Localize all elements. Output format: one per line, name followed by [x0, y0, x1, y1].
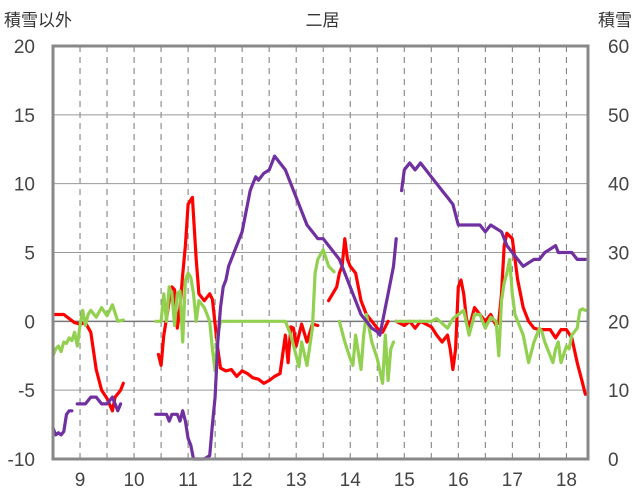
x-tick-label: 12 [232, 470, 253, 491]
x-tick-label: 18 [556, 470, 577, 491]
series-2-segment-3 [337, 312, 396, 385]
series-2-segment-2 [154, 248, 336, 373]
series-1-segment-3 [327, 237, 390, 334]
y-right-tick-label: 50 [608, 106, 629, 127]
plot-frame [51, 44, 590, 461]
y-left-tick-label: 10 [14, 175, 35, 196]
x-tick-label: 15 [394, 470, 415, 491]
series-3-segment-4 [400, 161, 587, 268]
y-left-tick-label: -10 [8, 450, 35, 471]
series-3-segment-2 [75, 395, 123, 413]
y-right-tick-label: 30 [608, 244, 629, 265]
x-tick-label: 9 [75, 470, 86, 491]
chart-grid [52, 46, 588, 459]
right-axis-title: 積雪 [598, 11, 632, 31]
chart-series-group [51, 154, 587, 461]
series-2-segment-4 [394, 257, 587, 365]
series-1-segment-4 [394, 231, 587, 396]
y-left-tick-label: -5 [18, 381, 35, 402]
y-right-tick-label: 0 [608, 450, 619, 471]
y-right-tick-label: 20 [608, 312, 629, 333]
left-axis-title: 積雪以外 [4, 11, 72, 31]
y-right-tick-label: 60 [608, 37, 629, 58]
series-1-segment-2 [156, 195, 320, 385]
y-left-tick-label: 5 [24, 244, 35, 265]
chart-title: 二居 [306, 11, 340, 31]
y-left-tick-label: 15 [14, 106, 35, 127]
series-2-segment-1 [51, 303, 125, 358]
series-3-segment-1 [51, 409, 74, 437]
x-tick-label: 13 [286, 470, 307, 491]
x-tick-label: 14 [340, 470, 362, 491]
x-tick-label: 10 [123, 470, 144, 491]
y-right-tick-label: 40 [608, 175, 629, 196]
y-right-tick-label: 10 [608, 381, 629, 402]
y-left-tick-label: 0 [24, 312, 35, 333]
y-left-tick-label: 20 [14, 37, 35, 58]
x-tick-label: 11 [178, 470, 198, 491]
x-tick-label: 16 [448, 470, 469, 491]
series-3-segment-3 [154, 154, 398, 461]
x-tick-label: 17 [502, 470, 523, 491]
